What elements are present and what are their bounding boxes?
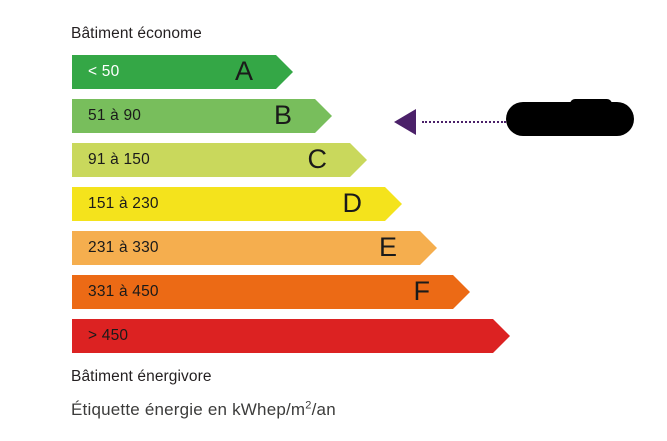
energy-class-row: 231 à 330 E <box>72 231 437 265</box>
caption-energy-unit-suffix: /an <box>311 400 336 419</box>
energy-class-range-label: 91 à 150 <box>88 151 150 168</box>
energy-class-row: 51 à 90 B <box>72 99 332 133</box>
energy-class-bar <box>72 99 332 133</box>
energy-class-row: < 50 A <box>72 55 293 89</box>
energy-class-bar <box>72 275 470 309</box>
energy-class-letter: C <box>307 144 328 174</box>
energy-class-range-label: 331 à 450 <box>88 283 159 300</box>
pointer-triangle-icon <box>394 109 416 135</box>
caption-economical-building: Bâtiment économe <box>71 25 202 42</box>
redacted-value-blob <box>506 102 634 136</box>
energy-class-row: 331 à 450 F <box>72 275 470 309</box>
energy-class-range-label: 51 à 90 <box>88 107 142 124</box>
caption-energy-unit-exponent: 2 <box>305 399 312 412</box>
energy-class-bar <box>72 319 510 353</box>
caption-energy-unit: Étiquette énergie en kWhep/m2/an <box>71 400 336 420</box>
energy-class-letter: A <box>234 56 253 86</box>
redacted-value-blob-notch <box>570 99 612 109</box>
energy-class-letter: E <box>378 232 397 262</box>
energy-class-row: 151 à 230 D <box>72 187 402 221</box>
energy-class-letter: F <box>413 276 431 306</box>
energy-class-bar <box>72 231 437 265</box>
energy-class-range-label: 231 à 330 <box>88 239 159 256</box>
energy-class-row: > 450 <box>72 319 510 353</box>
energy-class-letter: D <box>342 188 363 218</box>
energy-class-range-label: > 450 <box>88 327 129 344</box>
energy-class-bar <box>72 55 293 89</box>
energy-class-row: 91 à 150 C <box>72 143 367 177</box>
energy-class-range-label: < 50 <box>88 63 120 80</box>
energy-class-letter: B <box>273 100 292 130</box>
energy-class-range-label: 151 à 230 <box>88 195 159 212</box>
caption-energy-unit-prefix: Étiquette énergie en kWhep/m <box>71 400 306 419</box>
energy-class-bar <box>72 143 367 177</box>
pointer-dotted-leader <box>422 121 506 123</box>
caption-energy-consuming-building: Bâtiment énergivore <box>71 368 212 385</box>
energy-class-bar <box>72 187 402 221</box>
